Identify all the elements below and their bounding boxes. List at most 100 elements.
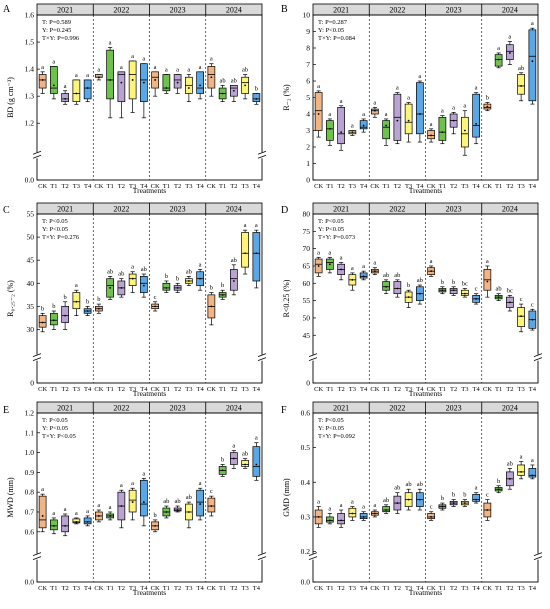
box-body [117, 71, 126, 102]
significance-letter: ab [518, 65, 524, 72]
x-tick-label: T3 [461, 585, 468, 592]
y-tick-label: 65 [303, 261, 311, 270]
box-2021-t1: a T1 [326, 111, 334, 190]
box-body [106, 49, 114, 100]
year-label: 2021 [333, 404, 349, 413]
y-axis-label: R₋₂ (%) [282, 84, 291, 111]
box-body [72, 292, 81, 310]
significance-letter: a [187, 67, 190, 74]
significance-letter: a [154, 64, 157, 71]
box-2023-t2: a T2 [449, 104, 458, 190]
y-tick-label: 30 [27, 325, 35, 334]
box-2021-t2: a T2 [61, 506, 69, 592]
mean-marker [187, 87, 190, 89]
y-tick-label: 1 [306, 159, 310, 168]
significance-letter: a [75, 510, 78, 517]
significance-letter: b [221, 282, 224, 289]
x-tick-label: T3 [73, 585, 80, 592]
significance-letter: a [340, 98, 343, 105]
significance-letter: a [131, 53, 134, 60]
stats-text: Y: P<0.05 [318, 425, 344, 432]
x-tick-label: T4 [416, 386, 424, 393]
significance-letter: a [97, 502, 100, 509]
significance-letter: b [486, 94, 489, 101]
axis-break-mark [533, 357, 543, 362]
x-tick-label: T1 [163, 386, 170, 393]
significance-letter: a [497, 45, 500, 52]
x-tick-label: CK [151, 183, 160, 190]
box-2022-ck: a CK [370, 99, 379, 190]
panel-label: E [3, 405, 9, 416]
panel-d: 2021 2022 2023 2024 0 45 50 55 60 65 70 75 80 R<0.25 … [281, 202, 543, 398]
box-body [162, 74, 171, 92]
box-2021-t1: a T1 [326, 249, 334, 393]
year-label: 2024 [502, 404, 518, 413]
box-2024-ck: a CK [483, 258, 492, 393]
stats-text: T: P<0.05 [318, 218, 344, 225]
significance-letter: b [97, 296, 100, 303]
box-body [528, 29, 537, 102]
y-axis-label: GMD (mm) [282, 478, 291, 517]
significance-letter: b [86, 298, 89, 305]
box-2021-t3: a T3 [72, 72, 81, 190]
significance-letter: a [328, 111, 331, 118]
x-tick-label: T3 [405, 183, 412, 190]
y-tick-label: 3 [306, 126, 310, 135]
y-tick-label: 70 [303, 244, 311, 253]
y-tick-label: 1.2 [25, 409, 35, 418]
box-2021-t4: a T4 [359, 111, 368, 190]
box-2023-t1: a T1 [438, 108, 447, 190]
mean-marker [221, 92, 224, 95]
significance-letter: a [396, 85, 399, 92]
significance-letter: a [131, 264, 134, 271]
mean-marker [142, 81, 145, 84]
stats-text: T: P<0.05 [42, 417, 68, 424]
x-tick-label: T4 [84, 585, 92, 592]
x-tick-label: T3 [349, 585, 356, 592]
box-body [438, 116, 447, 141]
significance-letter: ab [163, 498, 169, 505]
y-tick-label: 40 [27, 279, 35, 288]
y-tick-label: 80 [303, 210, 311, 219]
x-tick-label: CK [427, 585, 436, 592]
x-tick-label: T4 [529, 585, 537, 592]
mean-marker [463, 129, 466, 132]
significance-letter: a [109, 39, 112, 46]
mean-marker [187, 280, 190, 282]
axis-break-mark [308, 552, 318, 557]
mean-marker [165, 287, 168, 289]
mean-marker [340, 131, 343, 134]
significance-letter: a [41, 486, 44, 493]
x-tick-label: T4 [473, 585, 481, 592]
x-tick-label: T3 [518, 386, 525, 393]
significance-letter: a [142, 470, 145, 477]
year-label: 2021 [333, 205, 349, 214]
year-label: 2024 [226, 404, 242, 413]
significance-letter: a [531, 457, 534, 464]
mean-marker [176, 287, 179, 289]
significance-letter: a [232, 443, 235, 450]
significance-letter: b [407, 282, 410, 289]
axis-break-mark [308, 357, 318, 362]
panel-f: 2021 2022 2023 2024 0.0 0.2 0.3 0.4 0.5 0.6 GMD (m… [281, 401, 543, 597]
significance-letter: a [362, 263, 365, 270]
mean-marker [486, 509, 489, 511]
box-body [50, 312, 58, 326]
significance-letter: a [176, 67, 179, 74]
x-tick-label: CK [207, 585, 216, 592]
significance-letter: c [475, 286, 478, 293]
x-tick-label: T4 [473, 386, 481, 393]
x-tick-label: T3 [349, 183, 356, 190]
x-tick-label: CK [151, 386, 160, 393]
significance-letter: a [340, 502, 343, 509]
mean-marker [430, 134, 433, 137]
year-label: 2023 [170, 6, 186, 15]
y-tick-label: 45 [303, 331, 311, 340]
x-tick-label: CK [314, 585, 323, 592]
axis-break-mark [257, 150, 267, 155]
significance-letter: a [351, 123, 354, 130]
box-2022-ck: b CK [94, 296, 103, 393]
box-2021-ck: a CK [314, 499, 323, 592]
box-2024-t4: b T4 [252, 85, 261, 190]
significance-letter: a [64, 506, 67, 513]
